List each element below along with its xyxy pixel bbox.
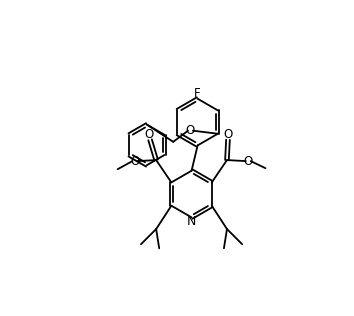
- Text: N: N: [187, 215, 196, 228]
- Text: O: O: [144, 128, 154, 141]
- Text: F: F: [194, 87, 201, 100]
- Text: O: O: [186, 124, 195, 137]
- Text: O: O: [130, 155, 139, 167]
- Text: O: O: [223, 128, 233, 141]
- Text: O: O: [244, 155, 253, 167]
